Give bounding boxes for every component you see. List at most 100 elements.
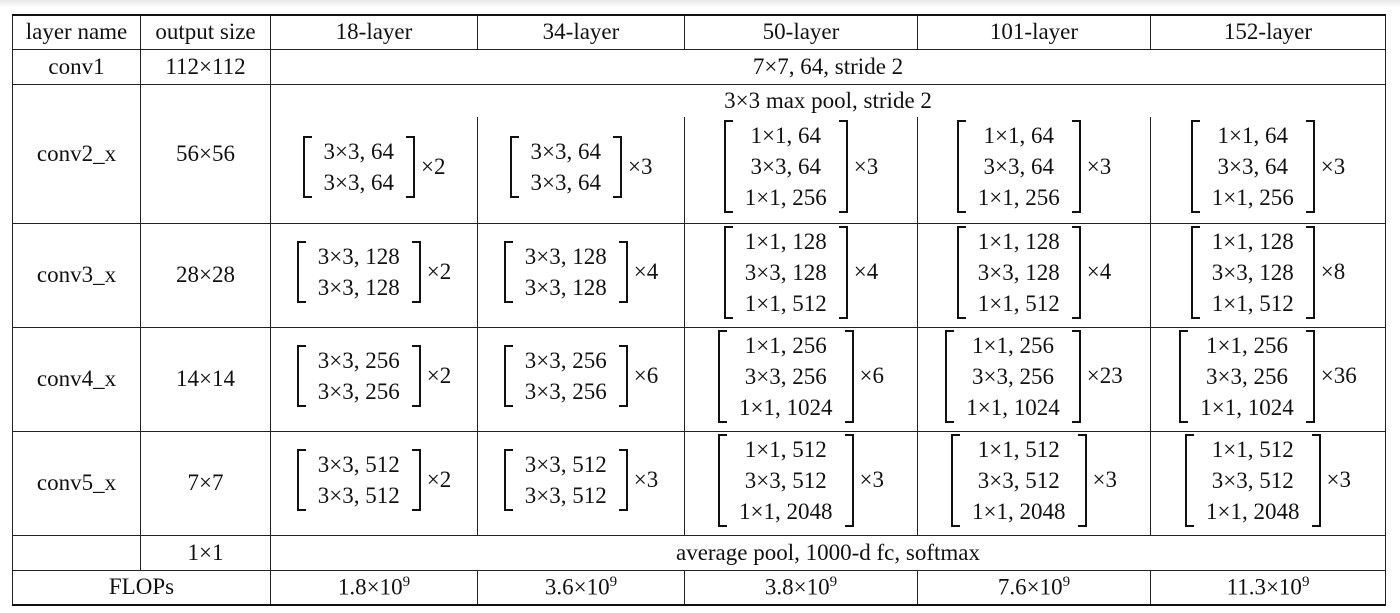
block-layer-spec: 1×1, 1024 <box>739 394 833 420</box>
block-matrix: 3×3, 128 3×3, 128 <box>296 241 421 303</box>
left-bracket <box>1190 120 1200 214</box>
building-block: 3×3, 256 3×3, 256 ×2 <box>296 345 452 407</box>
block-repeat-count: ×2 <box>426 363 452 388</box>
right-bracket <box>1077 433 1087 527</box>
block-repeat-count: ×3 <box>633 467 659 492</box>
conv2-block-152: 1×1, 64 3×3, 64 1×1, 256 ×3 <box>1150 117 1386 224</box>
left-bracket <box>296 345 306 407</box>
flops-mantissa: 11.3×10 <box>1226 574 1302 600</box>
left-bracket <box>956 225 966 319</box>
block-matrix: 1×1, 256 3×3, 256 1×1, 1024 <box>945 329 1081 423</box>
right-bracket <box>838 120 848 214</box>
block-layer-spec: 3×3, 128 <box>977 259 1060 285</box>
flops-mantissa: 7.6×10 <box>997 574 1063 600</box>
building-block: 1×1, 128 3×3, 128 1×1, 512 ×4 <box>956 225 1112 319</box>
conv5-block-34: 3×3, 512 3×3, 512 ×3 <box>477 430 685 536</box>
header-34-layer: 34-layer <box>477 14 685 50</box>
building-block: 1×1, 256 3×3, 256 1×1, 1024 ×23 <box>945 329 1123 423</box>
block-layer-spec: 1×1, 256 <box>977 185 1060 211</box>
block-layer-spec: 3×3, 256 <box>317 348 400 373</box>
block-layer-spec: 3×3, 512 <box>524 483 607 508</box>
block-matrix: 3×3, 64 3×3, 64 <box>302 135 415 198</box>
conv4-row: conv4_x 14×14 3×3, 256 3×3, 256 ×2 3×3, 25… <box>12 326 1386 432</box>
block-layer-spec: 1×1, 256 <box>972 332 1054 358</box>
conv3-row: conv3_x 28×28 3×3, 128 3×3, 128 ×2 3×3, 12… <box>12 222 1386 328</box>
block-repeat-count: ×4 <box>1086 259 1112 284</box>
conv5-block-152: 1×1, 512 3×3, 512 1×1, 2048 ×3 <box>1150 430 1386 536</box>
right-bracket <box>1071 225 1081 319</box>
left-bracket <box>945 329 955 423</box>
building-block: 3×3, 128 3×3, 128 ×4 <box>503 241 658 303</box>
conv2-pool-spec: 3×3 max pool, stride 2 <box>270 83 1386 117</box>
block-layers: 1×1, 64 3×3, 64 1×1, 256 <box>733 120 839 213</box>
conv3-block-50: 1×1, 128 3×3, 128 1×1, 512 ×4 <box>684 222 918 328</box>
right-bracket <box>1311 433 1321 527</box>
final-name <box>12 534 141 571</box>
left-bracket <box>503 345 513 407</box>
block-layer-spec: 3×3, 128 <box>317 244 400 269</box>
right-bracket <box>411 449 421 511</box>
conv4-block-18: 3×3, 256 3×3, 256 ×2 <box>270 326 478 432</box>
left-bracket <box>503 449 513 511</box>
block-layer-spec: 3×3, 64 <box>1217 154 1288 180</box>
flops-mantissa: 1.8×10 <box>337 574 403 600</box>
header-output-size: output size <box>140 14 271 50</box>
right-bracket <box>411 241 421 303</box>
block-layer-spec: 1×1, 128 <box>1211 228 1294 254</box>
left-bracket <box>296 449 306 511</box>
block-matrix: 1×1, 256 3×3, 256 1×1, 1024 <box>1179 329 1315 423</box>
block-layer-spec: 1×1, 512 <box>977 436 1060 462</box>
block-layers: 1×1, 512 3×3, 512 1×1, 2048 <box>960 434 1077 527</box>
conv2-block-50: 1×1, 64 3×3, 64 1×1, 256 ×3 <box>684 117 918 224</box>
left-bracket <box>956 120 966 214</box>
flops-mantissa: 3.6×10 <box>544 574 610 600</box>
block-layer-spec: 3×3, 512 <box>977 467 1060 493</box>
block-matrix: 3×3, 128 3×3, 128 <box>503 241 628 303</box>
left-bracket <box>718 329 728 423</box>
right-bracket <box>618 449 628 511</box>
flops-152: 11.3×109 <box>1150 569 1386 606</box>
right-bracket <box>1071 120 1081 214</box>
block-layer-spec: 1×1, 1024 <box>1200 394 1294 420</box>
block-matrix: 1×1, 512 3×3, 512 1×1, 2048 <box>1185 433 1321 527</box>
block-matrix: 3×3, 256 3×3, 256 <box>503 345 628 407</box>
block-layer-spec: 3×3, 512 <box>524 452 607 477</box>
right-bracket <box>844 433 854 527</box>
block-repeat-count: ×6 <box>633 363 659 388</box>
left-bracket <box>296 241 306 303</box>
block-layers: 3×3, 64 3×3, 64 <box>519 136 613 198</box>
block-repeat-count: ×3 <box>859 467 884 492</box>
flops-101: 7.6×109 <box>917 569 1151 606</box>
block-layer-spec: 1×1, 2048 <box>1206 498 1300 524</box>
flops-exponent: 9 <box>402 573 411 590</box>
block-layers: 1×1, 128 3×3, 128 1×1, 512 <box>1200 226 1306 319</box>
block-matrix: 1×1, 512 3×3, 512 1×1, 2048 <box>718 433 854 527</box>
block-matrix: 3×3, 512 3×3, 512 <box>296 449 421 511</box>
conv4-output-size: 14×14 <box>140 326 271 432</box>
building-block: 3×3, 64 3×3, 64 ×3 <box>509 135 652 198</box>
block-layers: 1×1, 256 3×3, 256 1×1, 1024 <box>954 330 1071 423</box>
block-layers: 3×3, 256 3×3, 256 <box>513 345 619 407</box>
block-layer-spec: 3×3, 128 <box>317 275 400 300</box>
block-layer-spec: 3×3, 256 <box>744 363 827 389</box>
block-layer-spec: 1×1, 256 <box>744 332 827 358</box>
right-bracket <box>1305 329 1315 423</box>
block-layer-spec: 3×3, 256 <box>317 379 400 404</box>
left-bracket <box>723 225 733 319</box>
header-50-layer: 50-layer <box>684 14 918 50</box>
flops-50: 3.8×109 <box>684 569 918 606</box>
right-bracket <box>411 345 421 407</box>
block-repeat-count: ×8 <box>1320 259 1346 284</box>
right-bracket <box>618 345 628 407</box>
block-matrix: 1×1, 64 3×3, 64 1×1, 256 <box>956 120 1081 214</box>
header-layer-name: layer name <box>12 14 141 50</box>
conv3-block-101: 1×1, 128 3×3, 128 1×1, 512 ×4 <box>917 222 1151 328</box>
block-layer-spec: 3×3, 128 <box>1211 259 1294 285</box>
block-layer-spec: 3×3, 256 <box>524 348 607 373</box>
conv3-block-18: 3×3, 128 3×3, 128 ×2 <box>270 222 478 328</box>
conv2-block-18: 3×3, 64 3×3, 64 ×2 <box>270 117 478 224</box>
header-18-layer: 18-layer <box>270 14 478 50</box>
right-bracket <box>1305 120 1315 214</box>
block-repeat-count: ×3 <box>1320 153 1346 179</box>
conv3-block-152: 1×1, 128 3×3, 128 1×1, 512 ×8 <box>1150 222 1386 328</box>
